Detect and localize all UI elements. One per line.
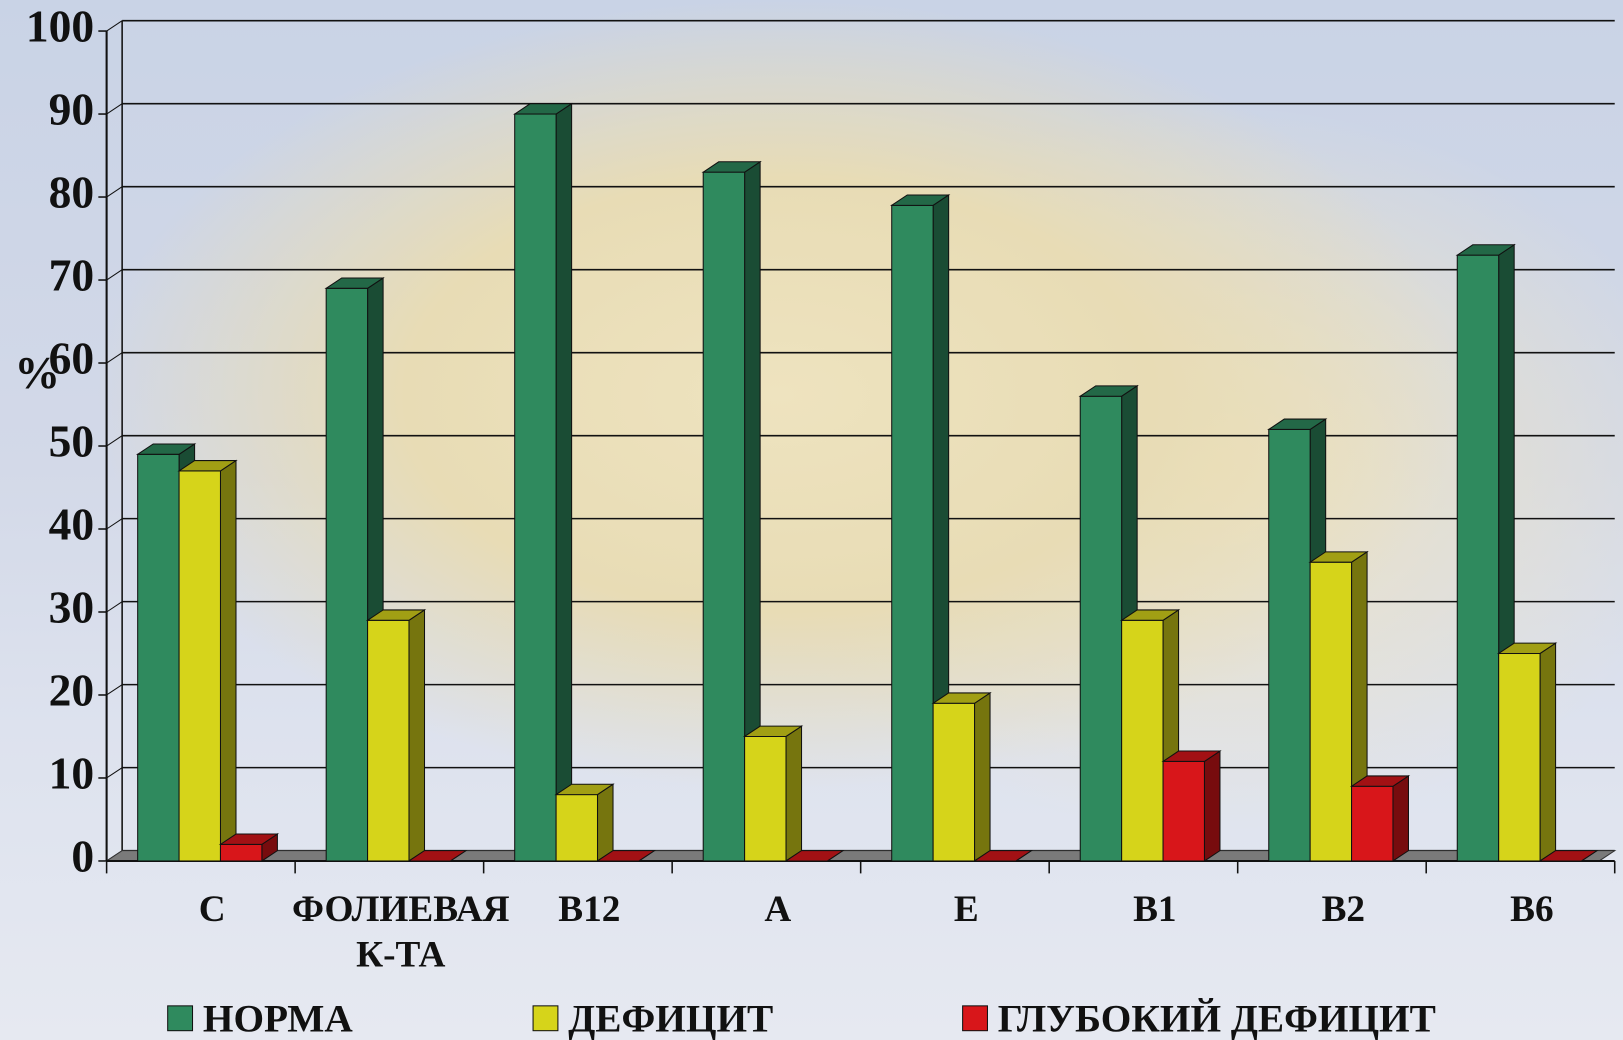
bar (325, 287, 369, 862)
bar-top (135, 443, 197, 455)
x-tick-label: E (953, 887, 979, 930)
x-tick-label: A (764, 887, 792, 930)
x-label-box: B6 (1510, 887, 1554, 930)
bar-side (408, 608, 426, 862)
bar-side (1392, 774, 1409, 862)
bar-side (785, 725, 803, 862)
bar-top (1538, 850, 1599, 862)
bar-top (1161, 750, 1222, 762)
y-tick-label: 30 (49, 581, 95, 632)
bar (219, 843, 263, 862)
grid-line-side (106, 684, 123, 696)
y-tick-label: 60 (49, 332, 95, 383)
bar (555, 794, 599, 862)
bar-top (931, 692, 992, 704)
bar (744, 735, 787, 862)
grid-line-side (106, 518, 123, 530)
grid-line-side (106, 20, 123, 32)
x-label-box: B2 (1321, 887, 1366, 930)
x-tick-label: B1 (1133, 887, 1177, 930)
y-tick-label: 50 (49, 415, 95, 466)
grid-line-side (106, 601, 123, 613)
bar-top (177, 460, 238, 472)
bar-top (365, 609, 427, 621)
legend-label: НОРМА (203, 996, 354, 1040)
bar-top (1119, 609, 1181, 621)
bar (891, 204, 934, 862)
x-tick-label: B6 (1510, 887, 1554, 930)
legend-swatch (167, 1005, 194, 1032)
bar-top (512, 103, 574, 115)
y-tick-label: 100 (26, 1, 94, 52)
bar (178, 470, 221, 862)
bar-top (1496, 642, 1558, 655)
x-label-box: C (198, 887, 226, 930)
y-tick-label: 70 (49, 249, 95, 300)
grid-line-side (106, 103, 123, 115)
bar-top (890, 194, 951, 206)
bar-side (555, 102, 573, 862)
grid-line-side (106, 269, 123, 281)
x-label-box: ФОЛИЕВАЯ К-ТА (292, 887, 510, 975)
x-label-box: B12 (558, 887, 621, 930)
bar-top (554, 783, 615, 796)
x-tick-label: B2 (1321, 887, 1366, 930)
x-tick-label: C (198, 887, 226, 930)
bar-top (1349, 775, 1411, 787)
bar-top (218, 833, 280, 845)
bar-top (742, 725, 804, 738)
bar-top (1308, 551, 1369, 563)
y-tick-label: 40 (49, 498, 95, 549)
bar (1121, 619, 1164, 862)
grid-line-side (106, 435, 123, 447)
bar (137, 453, 180, 862)
bar-top (972, 850, 1034, 862)
bar (1309, 561, 1353, 862)
bar-top (324, 277, 385, 289)
bar (702, 171, 746, 862)
bar (1162, 760, 1205, 862)
y-tick-label: 20 (49, 664, 95, 715)
bar-side (219, 459, 237, 862)
bar-top (1078, 385, 1139, 397)
grid-line-side (106, 186, 123, 198)
x-label-box: E (953, 887, 979, 930)
bar (514, 113, 557, 862)
bar (1456, 254, 1500, 862)
legend-label: ДЕФИЦИТ (568, 996, 773, 1040)
y-tick-label: 0 (71, 830, 94, 881)
bar (1351, 785, 1394, 862)
bar-side (596, 783, 614, 862)
legend-swatch (532, 1005, 559, 1032)
x-tick-label: B12 (558, 887, 621, 930)
bar-top (701, 161, 762, 173)
x-tick-label: ФОЛИЕВАЯ К-ТА (292, 887, 510, 975)
bar-side (1203, 750, 1221, 862)
bar-top (1455, 244, 1516, 256)
y-tick-label: 90 (49, 83, 95, 134)
bar-top (407, 850, 468, 862)
y-tick-label: 80 (49, 166, 95, 217)
grid-line-side (106, 767, 123, 779)
bar (367, 619, 410, 862)
bar (1079, 395, 1123, 862)
bar-top (784, 850, 845, 862)
legend-label: ГЛУБОКИЙ ДЕФИЦИТ (998, 996, 1436, 1040)
bar-side (974, 691, 991, 862)
grid-line-side (106, 352, 123, 364)
bar-top (1267, 418, 1328, 430)
bar-side (1539, 642, 1557, 862)
bar (1498, 652, 1541, 862)
bar (1268, 428, 1311, 862)
bar (932, 702, 976, 862)
bar-top (595, 850, 657, 862)
legend-swatch (962, 1005, 988, 1032)
x-label-box: B1 (1133, 887, 1177, 930)
y-axis-label: % (15, 347, 61, 398)
y-tick-label: 10 (49, 747, 95, 798)
x-label-box: A (764, 887, 792, 930)
